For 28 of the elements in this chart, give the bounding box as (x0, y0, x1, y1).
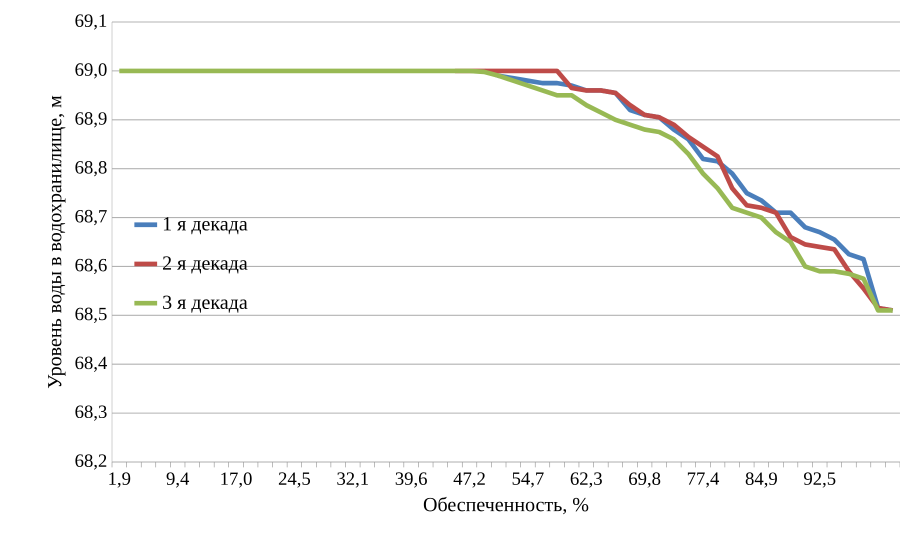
x-tick-label: 47,2 (454, 472, 485, 488)
x-tick-label: 77,4 (688, 472, 720, 488)
x-tick-label: 39,6 (396, 472, 427, 488)
y-tick-label: 68,5 (75, 308, 107, 323)
x-tick-label: 9,4 (166, 472, 190, 488)
legend-label: 3 я декада (163, 296, 248, 313)
x-tick-label: 69,8 (629, 472, 660, 488)
y-axis-title: Уровень воды в водохранилище, м (48, 96, 66, 388)
y-tick-label: 69,1 (75, 14, 106, 30)
x-tick-label: 62,3 (570, 472, 602, 488)
legend-label: 1 я декада (164, 217, 248, 234)
x-axis-title: Обеспеченность, % (424, 496, 588, 514)
y-tick-label: 68,2 (75, 454, 106, 470)
x-tick-label: 24,5 (278, 472, 310, 488)
y-tick-label: 68,8 (75, 161, 107, 176)
y-tick-label: 68,3 (75, 405, 107, 421)
x-tick-label: 32,1 (337, 472, 368, 488)
y-tick-label: 68,7 (75, 210, 107, 226)
x-tick-label: 84,9 (746, 472, 777, 488)
y-tick-label: 68,6 (75, 258, 107, 274)
legend-label: 2 я декада (163, 256, 248, 274)
x-tick-label: 92,5 (804, 472, 836, 488)
x-tick-label: 17,0 (221, 472, 252, 488)
y-tick-label: 69,0 (75, 63, 107, 79)
x-tick-label: 1,9 (109, 472, 130, 488)
y-tick-label: 68,4 (75, 356, 108, 372)
y-tick-label: 68,9 (75, 112, 107, 128)
x-tick-label: 54,7 (512, 472, 544, 488)
